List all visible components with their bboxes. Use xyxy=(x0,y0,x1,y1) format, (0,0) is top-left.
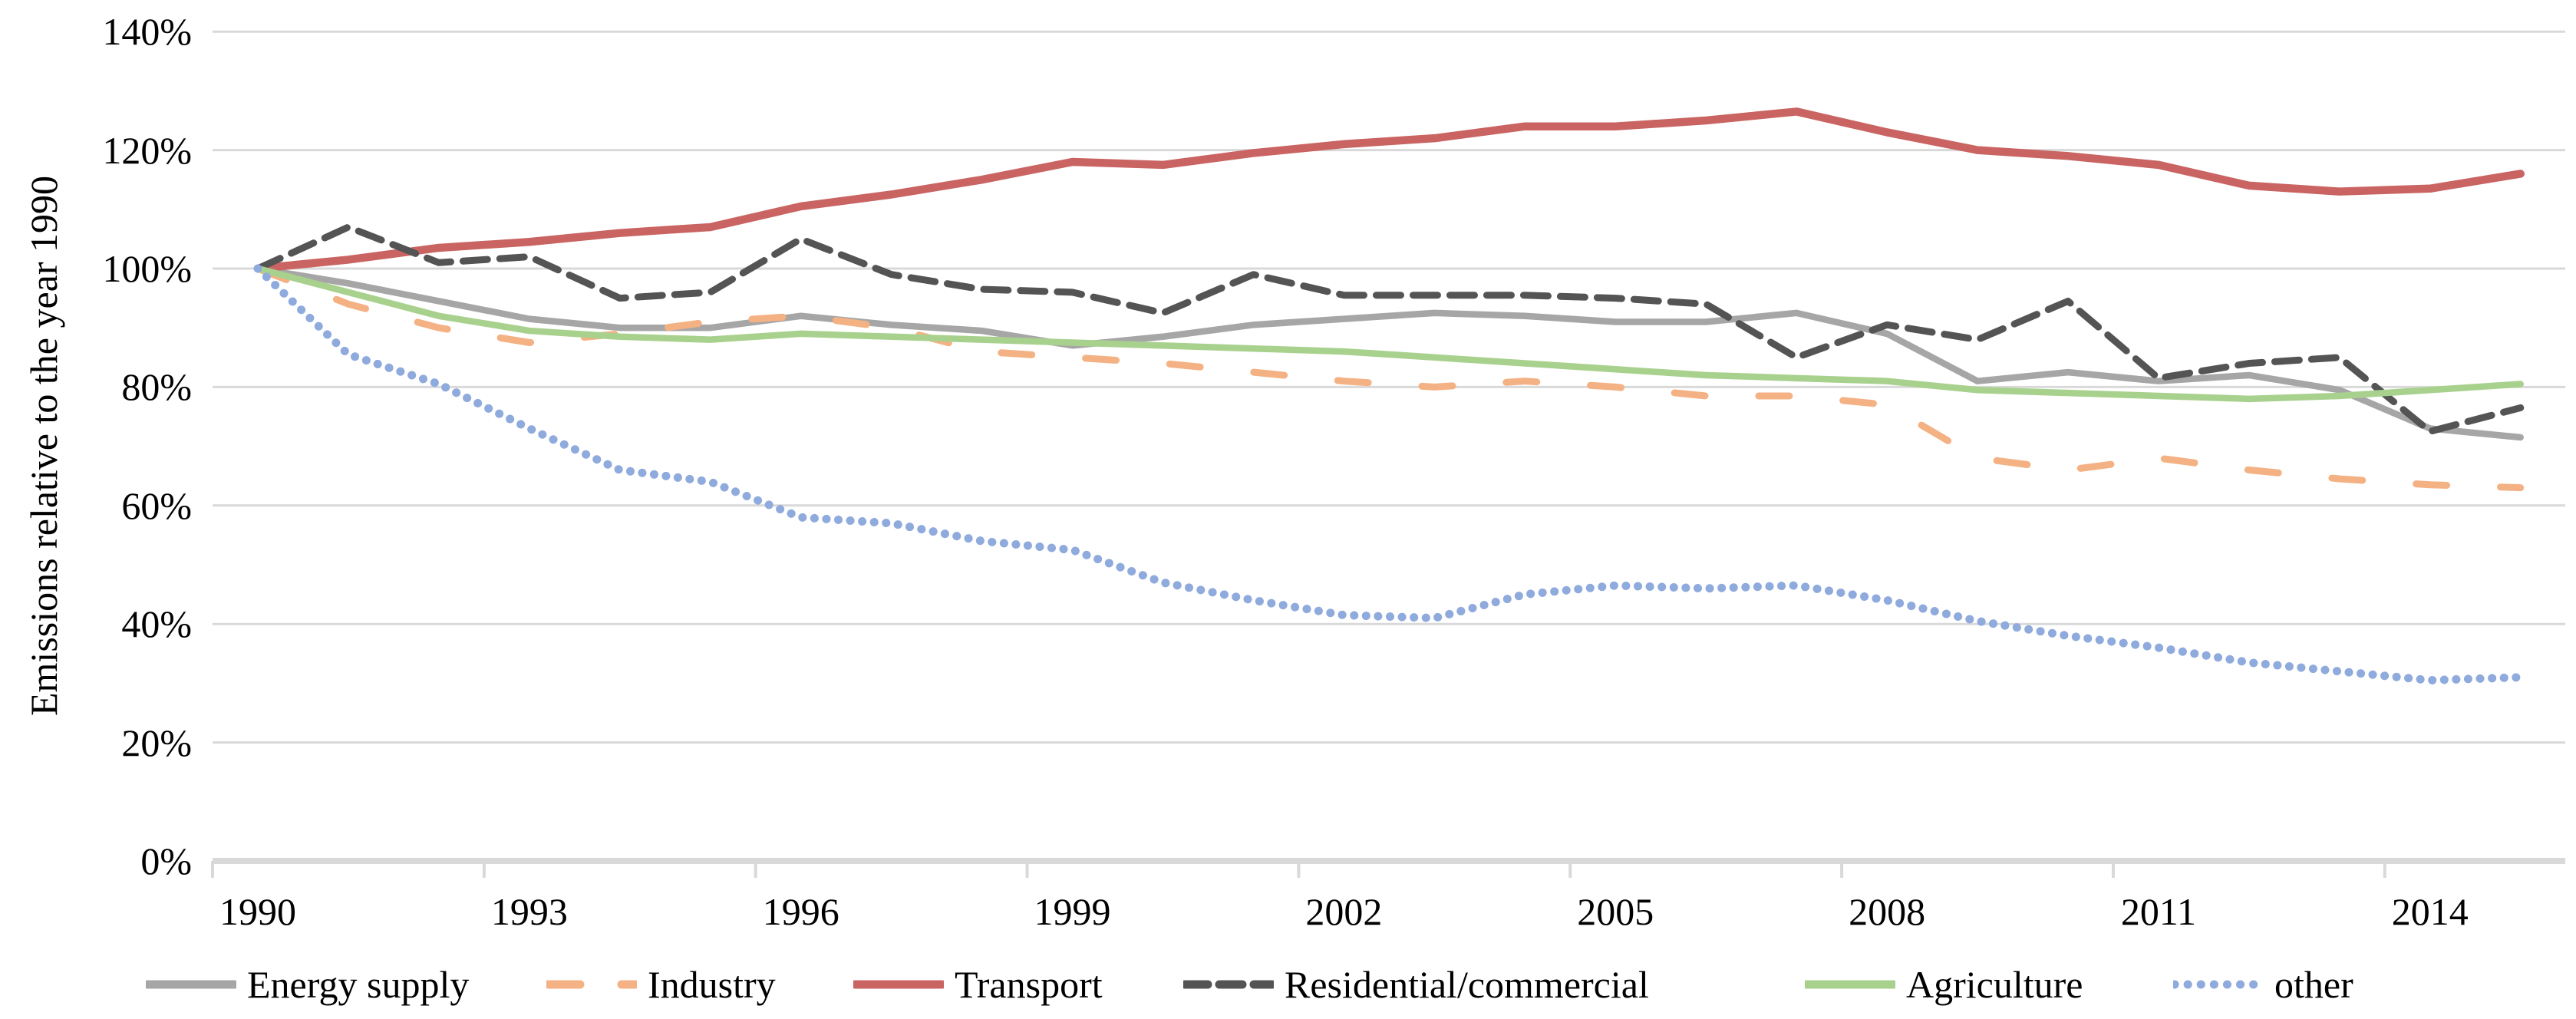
legend-item-agriculture: Agriculture xyxy=(1805,958,2083,1011)
x-axis-tick-label: 2002 xyxy=(1305,890,1383,933)
legend-item-other: other xyxy=(2173,958,2353,1011)
legend-line-sample-residential-commercial xyxy=(1183,980,1274,989)
legend-item-transport: Transport xyxy=(853,958,1103,1011)
legend-line-sample-agriculture xyxy=(1805,980,1895,989)
x-axis-tick-label: 2008 xyxy=(1849,890,1926,933)
y-axis-tick-label: 20% xyxy=(121,721,192,764)
y-axis-tick-label: 40% xyxy=(121,602,192,646)
y-axis-tick-label: 120% xyxy=(102,128,192,172)
y-axis-tick-label: 60% xyxy=(121,483,192,527)
series-line-energy-supply xyxy=(254,265,2524,441)
x-axis-tick-label: 1993 xyxy=(490,890,568,933)
x-axis-tick-label: 1990 xyxy=(219,890,296,933)
legend-line-sample-transport xyxy=(853,980,944,989)
legend-item-energy-supply: Energy supply xyxy=(146,958,469,1011)
legend-line-sample-energy-supply xyxy=(146,980,236,989)
y-axis-tick-label: 100% xyxy=(102,247,192,290)
legend-label: Residential/commercial xyxy=(1285,963,1649,1006)
legend-label: Energy supply xyxy=(247,963,470,1006)
x-axis-tick-label: 2005 xyxy=(1577,890,1654,933)
legend-line-sample-other xyxy=(2173,980,2264,989)
y-axis-tick-label: 0% xyxy=(140,839,192,882)
series-line-residential-commercial xyxy=(254,223,2525,435)
legend-item-residential-commercial: Residential/commercial xyxy=(1183,958,1649,1011)
series-line-other xyxy=(253,264,2525,685)
legend-label: Industry xyxy=(648,963,776,1006)
x-axis-tick-label: 1999 xyxy=(1034,890,1111,933)
x-axis-tick-label: 2014 xyxy=(2391,890,2469,933)
legend-label: Agriculture xyxy=(1906,963,2083,1006)
series-line-transport xyxy=(253,107,2525,273)
legend-line-sample-industry xyxy=(546,980,637,989)
legend-label: other xyxy=(2274,963,2353,1006)
x-axis-tick-label: 1996 xyxy=(762,890,839,933)
series-line-agriculture xyxy=(254,265,2524,403)
legend-item-industry: Industry xyxy=(546,958,776,1011)
x-axis-tick-label: 2011 xyxy=(2120,890,2197,933)
y-axis-tick-label: 80% xyxy=(121,365,192,409)
y-axis-tick-label: 140% xyxy=(102,10,192,54)
legend-label: Transport xyxy=(955,963,1103,1006)
